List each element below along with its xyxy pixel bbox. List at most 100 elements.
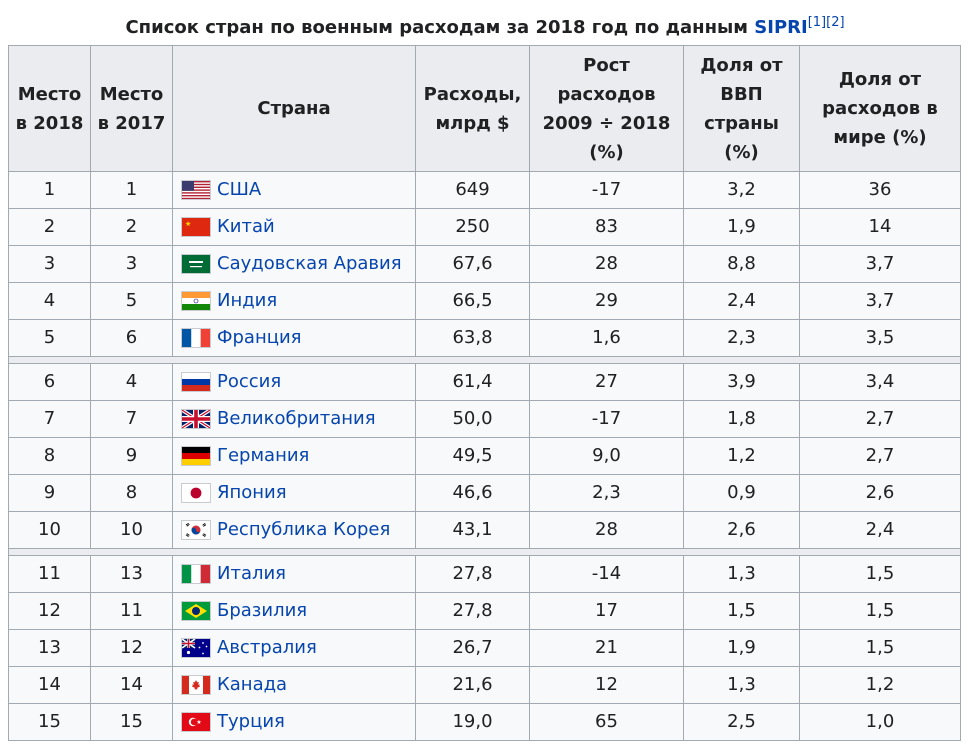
cell-rank-2018: 12 (8, 592, 91, 630)
cell-spending: 63,8 (415, 319, 530, 357)
country-link[interactable]: Великобритания (217, 408, 376, 429)
cell-country: Саудовская Аравия (172, 245, 416, 283)
country-link[interactable]: Турция (217, 711, 285, 732)
cell-rank-2017: 10 (90, 511, 173, 549)
cell-gdp-share: 1,8 (683, 400, 800, 438)
cell-spending: 67,6 (415, 245, 530, 283)
cell-gdp-share: 1,3 (683, 555, 800, 593)
cell-spending: 26,7 (415, 629, 530, 667)
header-spending[interactable]: Расходы, млрд $ (415, 45, 530, 172)
cell-country: Индия (172, 282, 416, 320)
cell-country: Россия (172, 363, 416, 401)
cell-world-share: 1,5 (799, 629, 961, 667)
cell-spending: 19,0 (415, 703, 530, 741)
cell-gdp-share: 2,5 (683, 703, 800, 741)
country-link[interactable]: Канада (217, 674, 288, 695)
cell-rank-2018: 7 (8, 400, 91, 438)
cell-growth: 1,6 (529, 319, 684, 357)
cell-spending: 649 (415, 171, 530, 209)
cell-growth: 12 (529, 666, 684, 704)
country-link[interactable]: Франция (217, 327, 302, 348)
jp-flag (181, 483, 211, 503)
country-link[interactable]: Саудовская Аравия (217, 253, 402, 274)
cell-country: Республика Корея (172, 511, 416, 549)
cell-world-share: 3,4 (799, 363, 961, 401)
header-rank-2017[interactable]: Место в 2017 (90, 45, 173, 172)
header-world-share[interactable]: Доля от расходов в мире (%) (799, 45, 961, 172)
cell-country: Италия (172, 555, 416, 593)
cell-country: ★ Китай (172, 208, 416, 246)
country-link[interactable]: Италия (217, 563, 287, 584)
header-country[interactable]: Страна (172, 45, 416, 172)
group-separator (8, 356, 961, 364)
cell-spending: 250 (415, 208, 530, 246)
table-row: 6 4 Россия 61,4 27 3,9 3,4 (8, 363, 961, 401)
country-link[interactable]: Бразилия (217, 600, 308, 621)
cell-growth: 9,0 (529, 437, 684, 475)
table-row: 3 3 Саудовская Аравия 67,6 28 8,8 3,7 (8, 245, 961, 283)
cell-rank-2017: 7 (90, 400, 173, 438)
cell-world-share: 1,5 (799, 555, 961, 593)
sipri-link[interactable]: SIPRI (754, 17, 808, 38)
table-row: 10 10 Республика Корея 43,1 28 2,6 2,4 (8, 511, 961, 549)
cell-world-share: 2,4 (799, 511, 961, 549)
cell-rank-2018: 4 (8, 282, 91, 320)
reference-2[interactable]: [2] (826, 15, 845, 30)
cell-growth: 65 (529, 703, 684, 741)
cell-world-share: 1,2 (799, 666, 961, 704)
cell-rank-2017: 12 (90, 629, 173, 667)
cell-rank-2017: 4 (90, 363, 173, 401)
cell-growth: -17 (529, 171, 684, 209)
country-link[interactable]: Китай (217, 216, 275, 237)
cell-world-share: 3,7 (799, 245, 961, 283)
cell-rank-2017: 15 (90, 703, 173, 741)
country-link[interactable]: Россия (217, 371, 282, 392)
country-link[interactable]: Германия (217, 445, 310, 466)
cell-rank-2017: 1 (90, 171, 173, 209)
cell-rank-2017: 13 (90, 555, 173, 593)
caption-text: Список стран по военным расходам за 2018… (125, 17, 755, 38)
cell-gdp-share: 1,3 (683, 666, 800, 704)
country-link[interactable]: США (217, 179, 262, 200)
cell-rank-2018: 6 (8, 363, 91, 401)
cell-growth: 29 (529, 282, 684, 320)
cell-rank-2017: 8 (90, 474, 173, 512)
country-link[interactable]: Япония (217, 482, 287, 503)
cell-rank-2018: 1 (8, 171, 91, 209)
cell-country: Великобритания (172, 400, 416, 438)
table-row: 11 13 Италия 27,8 -14 1,3 1,5 (8, 555, 961, 593)
cell-spending: 46,6 (415, 474, 530, 512)
cell-spending: 27,8 (415, 555, 530, 593)
cell-rank-2018: 9 (8, 474, 91, 512)
cell-world-share: 3,5 (799, 319, 961, 357)
cell-rank-2018: 5 (8, 319, 91, 357)
cell-gdp-share: 0,9 (683, 474, 800, 512)
cell-country: Франция (172, 319, 416, 357)
cell-rank-2018: 15 (8, 703, 91, 741)
cell-gdp-share: 2,4 (683, 282, 800, 320)
cell-spending: 50,0 (415, 400, 530, 438)
cell-growth: 27 (529, 363, 684, 401)
cell-world-share: 1,0 (799, 703, 961, 741)
cell-gdp-share: 2,6 (683, 511, 800, 549)
cell-rank-2017: 14 (90, 666, 173, 704)
svg-text:★: ★ (196, 719, 201, 726)
country-link[interactable]: Республика Корея (217, 519, 391, 540)
cell-rank-2018: 8 (8, 437, 91, 475)
header-gdp-share[interactable]: Доля от ВВП страны (%) (683, 45, 800, 172)
cell-growth: -14 (529, 555, 684, 593)
header-growth[interactable]: Рост расходов 2009 ÷ 2018 (%) (529, 45, 684, 172)
reference-1[interactable]: [1] (807, 15, 827, 30)
cell-spending: 43,1 (415, 511, 530, 549)
cell-growth: 28 (529, 245, 684, 283)
country-link[interactable]: Австралия (217, 637, 317, 658)
country-link[interactable]: Индия (217, 290, 278, 311)
cell-spending: 49,5 (415, 437, 530, 475)
cell-spending: 61,4 (415, 363, 530, 401)
cell-gdp-share: 8,8 (683, 245, 800, 283)
cell-country: Бразилия (172, 592, 416, 630)
cell-world-share: 14 (799, 208, 961, 246)
table-row: 7 7 Великобритания 50,0 -17 1,8 2,7 (8, 400, 961, 438)
cell-rank-2018: 14 (8, 666, 91, 704)
header-rank-2018[interactable]: Место в 2018 (8, 45, 91, 172)
